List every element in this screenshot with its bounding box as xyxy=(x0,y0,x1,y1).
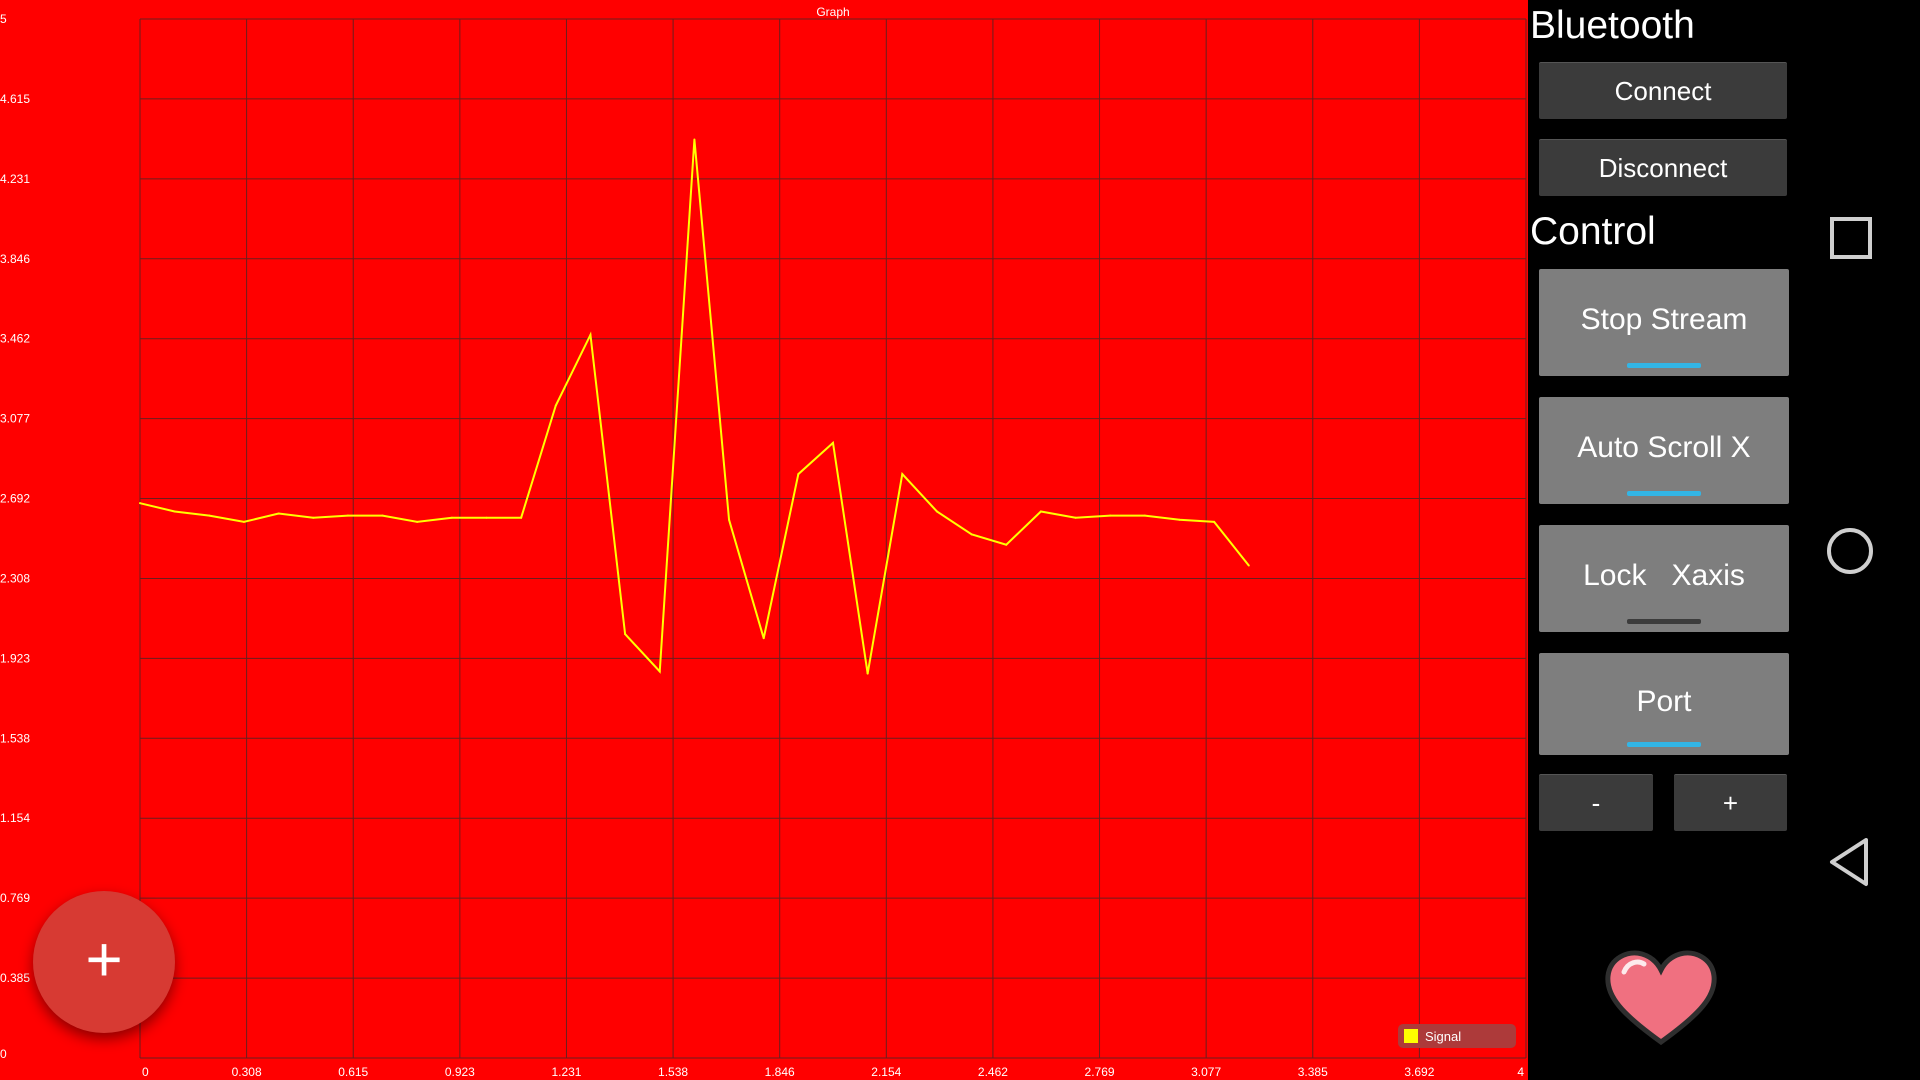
data-point xyxy=(208,514,211,517)
legend-swatch xyxy=(1404,1029,1418,1043)
data-point xyxy=(277,512,280,515)
y-tick-label: 4.615 xyxy=(0,92,30,106)
toggle-indicator xyxy=(1627,619,1701,624)
triangle-back-icon[interactable] xyxy=(1826,836,1874,888)
data-point xyxy=(346,514,349,517)
y-tick-label: 1.923 xyxy=(0,651,30,665)
plus-icon: + xyxy=(85,923,123,995)
data-point xyxy=(1213,520,1216,523)
data-point xyxy=(589,333,592,336)
series-line-signal xyxy=(139,139,1250,674)
data-point xyxy=(416,520,419,523)
chart-legend: Signal xyxy=(1398,1024,1516,1048)
y-tick-label: 5 xyxy=(0,12,7,26)
data-point xyxy=(485,516,488,519)
data-point xyxy=(1247,564,1250,567)
grid xyxy=(139,18,1527,1059)
data-point xyxy=(554,404,557,407)
chart-title: Graph xyxy=(816,5,849,19)
circle-icon[interactable] xyxy=(1824,525,1876,577)
data-point xyxy=(901,473,904,476)
data-point xyxy=(797,473,800,476)
add-button[interactable]: + xyxy=(33,891,175,1033)
graph-chart[interactable]: 0 0.308 0.615 0.923 1.231 1.538 1.846 2.154 2.46… xyxy=(0,0,1528,1080)
x-tick-label: 1.538 xyxy=(658,1065,688,1079)
bluetooth-heading: Bluetooth xyxy=(1530,4,1695,47)
x-tick-label: 0.615 xyxy=(338,1065,368,1079)
y-tick-label: 0.769 xyxy=(0,891,30,905)
data-point xyxy=(658,670,661,673)
data-point xyxy=(381,514,384,517)
y-tick-label: 2.692 xyxy=(0,492,30,506)
data-point xyxy=(520,516,523,519)
y-tick-label: 0 xyxy=(0,1047,7,1061)
data-point xyxy=(693,138,696,141)
x-tick-label: 2.462 xyxy=(978,1065,1008,1079)
data-point xyxy=(450,516,453,519)
y-tick-label: 0.385 xyxy=(0,971,30,985)
data-point xyxy=(139,502,141,505)
toggle-indicator xyxy=(1627,363,1701,368)
navigation-bar xyxy=(1790,0,1920,1080)
data-point xyxy=(935,510,938,513)
y-tick-label: 1.154 xyxy=(0,811,30,825)
data-point xyxy=(312,516,315,519)
series-layer xyxy=(139,138,1250,675)
lock-xaxis-toggle[interactable]: Lock Xaxis xyxy=(1539,525,1789,632)
x-tick-label: 2.769 xyxy=(1085,1065,1115,1079)
data-point xyxy=(832,441,834,444)
graph-view[interactable]: 0 0.308 0.615 0.923 1.231 1.538 1.846 2.154 2.46… xyxy=(0,0,1528,1080)
data-point xyxy=(970,533,973,536)
y-tick-label: 3.077 xyxy=(0,412,30,426)
x-tick-label: 2.154 xyxy=(871,1065,901,1079)
y-tick-label: 4.231 xyxy=(0,172,30,186)
x-tick-label: 3.385 xyxy=(1298,1065,1328,1079)
x-tick-label: 1.231 xyxy=(551,1065,581,1079)
data-point xyxy=(1178,518,1181,521)
x-tick-label: 0.308 xyxy=(232,1065,262,1079)
plus-button[interactable]: + xyxy=(1674,774,1787,831)
axis-ticks: 0 0.308 0.615 0.923 1.231 1.538 1.846 2.154 2.46… xyxy=(0,12,1524,1079)
auto-scroll-x-toggle[interactable]: Auto Scroll X xyxy=(1539,397,1789,504)
x-tick-label: 0.923 xyxy=(445,1065,475,1079)
data-point xyxy=(728,518,731,521)
data-point xyxy=(1074,516,1077,519)
x-tick-label: 1.846 xyxy=(765,1065,795,1079)
heart-icon xyxy=(1605,950,1717,1046)
toggle-indicator xyxy=(1627,742,1701,747)
y-tick-label: 3.846 xyxy=(0,252,30,266)
port-toggle[interactable]: Port xyxy=(1539,653,1789,755)
side-panel: Bluetooth Connect Disconnect Control Sto… xyxy=(1528,0,1790,1080)
y-tick-label: 3.462 xyxy=(0,332,30,346)
x-tick-label: 3.692 xyxy=(1404,1065,1434,1079)
data-point xyxy=(762,637,765,640)
data-point xyxy=(624,633,627,636)
y-tick-label: 2.308 xyxy=(0,571,30,585)
data-point xyxy=(1039,510,1042,513)
toggle-label: Stop Stream xyxy=(1580,303,1748,336)
toggle-label: Auto Scroll X xyxy=(1577,431,1751,464)
toggle-indicator xyxy=(1627,491,1701,496)
minus-button[interactable]: - xyxy=(1539,774,1653,831)
y-tick-label: 1.538 xyxy=(0,731,30,745)
stop-stream-toggle[interactable]: Stop Stream xyxy=(1539,269,1789,376)
data-point xyxy=(173,510,176,513)
x-tick-label: 4 xyxy=(1517,1065,1524,1079)
x-tick-label: 3.077 xyxy=(1191,1065,1221,1079)
connect-button[interactable]: Connect xyxy=(1539,62,1787,119)
square-icon[interactable] xyxy=(1828,215,1876,263)
toggle-label: Lock Xaxis xyxy=(1583,559,1745,592)
data-point xyxy=(242,520,245,523)
toggle-label: Port xyxy=(1636,685,1692,718)
x-tick-label: 0 xyxy=(142,1065,149,1079)
data-point xyxy=(1109,514,1112,517)
data-point xyxy=(866,672,869,675)
legend-label: Signal xyxy=(1425,1028,1462,1044)
data-point xyxy=(1143,514,1146,517)
data-point xyxy=(1005,543,1008,546)
control-heading: Control xyxy=(1530,210,1656,253)
disconnect-button[interactable]: Disconnect xyxy=(1539,139,1787,196)
